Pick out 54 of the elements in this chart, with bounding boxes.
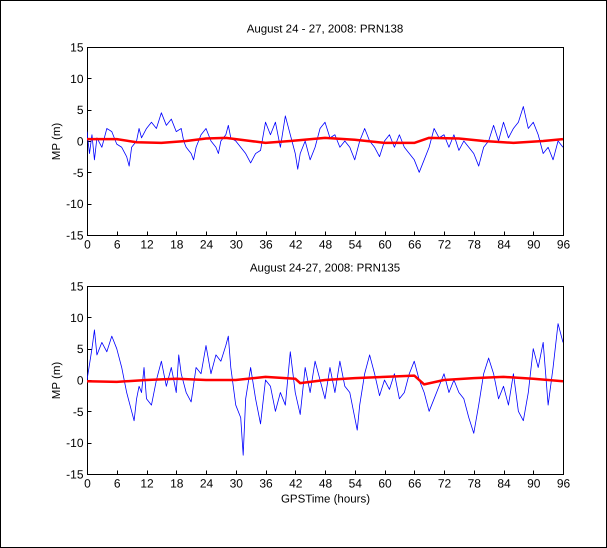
x-tick-label: 42 <box>289 238 303 252</box>
x-tick-label: 84 <box>497 238 511 252</box>
x-tick-label: 30 <box>230 238 244 252</box>
x-tick-label: 84 <box>497 476 511 490</box>
x-tick-label: 36 <box>259 476 273 490</box>
line-series <box>87 323 563 456</box>
y-tick-label: -15 <box>66 468 84 482</box>
x-tick-label: 66 <box>408 476 422 490</box>
x-tick-label: 78 <box>468 238 482 252</box>
x-tick-label: 78 <box>468 476 482 490</box>
x-tick-label: 12 <box>140 476 154 490</box>
x-tick-label: 42 <box>289 476 303 490</box>
x-tick-label: 48 <box>318 238 332 252</box>
chart-title: August 24 - 27, 2008: PRN138 <box>246 24 404 36</box>
x-tick-label: 66 <box>408 238 422 252</box>
y-tick-label: -10 <box>66 436 84 450</box>
y-tick-label: 0 <box>76 374 84 388</box>
y-tick-label: 5 <box>76 342 84 356</box>
y-tick-label: 15 <box>70 40 84 54</box>
x-tick-label: 30 <box>230 476 244 490</box>
x-tick-label: 36 <box>259 238 273 252</box>
y-tick-label: -15 <box>66 228 84 242</box>
x-tick-label: 96 <box>556 476 570 490</box>
line-series <box>87 106 563 173</box>
x-tick-label: 90 <box>527 238 541 252</box>
x-tick-label: 12 <box>140 238 154 252</box>
x-tick-label: 60 <box>378 476 392 490</box>
x-tick-label: 72 <box>438 476 452 490</box>
x-tick-label: 18 <box>170 238 184 252</box>
x-tick-label: 6 <box>114 238 121 252</box>
x-tick-label: 60 <box>378 238 392 252</box>
x-tick-label: 96 <box>556 238 570 252</box>
y-tick-label: 5 <box>76 103 84 118</box>
y-tick-label: 10 <box>70 310 84 325</box>
x-tick-label: 90 <box>527 476 541 490</box>
chart-title: August 24-27, 2008: PRN135 <box>250 262 400 274</box>
y-tick-label: 0 <box>76 134 84 148</box>
x-tick-label: 48 <box>318 476 332 490</box>
y-tick-label: 10 <box>70 72 84 86</box>
y-tick-label: -5 <box>72 166 84 180</box>
x-tick-label: 54 <box>348 476 362 490</box>
x-tick-label: 18 <box>170 476 184 490</box>
x-tick-label: 6 <box>114 476 121 490</box>
x-tick-label: 72 <box>438 238 452 252</box>
y-tick-label: 15 <box>70 280 84 294</box>
y-axis-title: MP (m) <box>51 362 64 400</box>
y-tick-label: -10 <box>66 197 84 212</box>
line-series <box>87 374 563 386</box>
x-tick-label: 24 <box>200 476 214 490</box>
x-axis-title: GPSTime (hours) <box>280 494 370 506</box>
x-tick-label: 54 <box>348 238 362 252</box>
y-tick-label: -5 <box>72 404 84 419</box>
x-tick-label: 24 <box>200 238 214 252</box>
y-axis-title: MP (m) <box>51 122 64 160</box>
